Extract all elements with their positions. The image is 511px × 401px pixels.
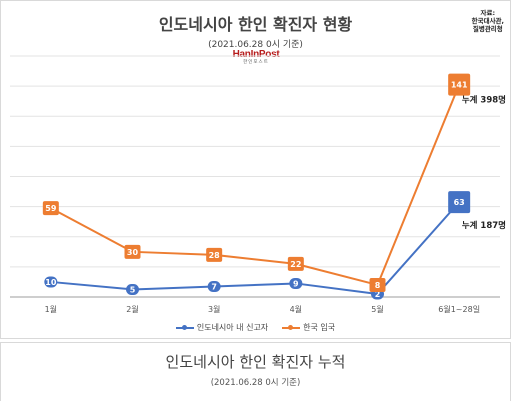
legend-item-korea-entry[interactable]: 한국 입국 — [282, 322, 335, 333]
x-axis-ticks: 1월 2월 3월 4월 5월 6월1~28일 — [45, 304, 480, 314]
x-tick-label: 5월 — [371, 304, 383, 314]
data-point-reported — [44, 276, 58, 288]
data-label: 22 — [290, 260, 301, 269]
logo-wordmark: HanInPost — [225, 49, 287, 60]
data-label: 9 — [293, 279, 299, 288]
data-point-korea-entry — [448, 73, 471, 96]
data-label: 141 — [451, 81, 468, 90]
legend-swatch-orange — [282, 324, 301, 330]
data-label: 10 — [45, 278, 57, 287]
series-lines — [50, 84, 461, 295]
legend-label-reported: 인도네시아 내 신고자 — [196, 323, 269, 332]
x-tick-label: 4월 — [290, 304, 302, 314]
legend-label-korea-entry: 한국 입국 — [303, 323, 336, 332]
haninpost-logo: HanInPost 한인포스트 — [225, 49, 287, 65]
x-tick-label: 1월 — [45, 304, 57, 314]
x-tick-label: 3월 — [208, 304, 220, 314]
data-point-reported — [448, 191, 471, 214]
source-kdca: 질병관리청 — [472, 25, 503, 33]
chart-legend: 인도네시아 내 신고자 한국 입국 — [0, 322, 511, 333]
data-point-reported — [207, 280, 221, 292]
data-label: 5 — [130, 285, 136, 294]
grid-lines — [10, 55, 500, 298]
series-points: 10 5 7 9 2 63 59 30 28 22 8 141 — [42, 73, 471, 300]
data-label: 7 — [211, 282, 217, 291]
logo-hanin: HanIn — [232, 49, 260, 60]
data-point-korea-entry — [206, 247, 223, 262]
cumulative-title: 인도네시아 한인 확진자 누적 — [165, 353, 346, 371]
x-tick-label: 2월 — [126, 304, 138, 314]
source-note: 자료: 한국대사관, 질병관리청 — [472, 9, 504, 33]
legend-swatch-blue — [175, 324, 194, 330]
data-label: 2 — [375, 290, 381, 299]
logo-tagline: 한인포스트 — [243, 60, 269, 65]
x-tick-label: 6월1~28일 — [438, 304, 480, 314]
cumulative-panel: 인도네시아 한인 확진자 누적 (2021.06.28 0시 기준) — [0, 342, 511, 401]
chart-subtitle: (2021.06.28 0시 기준) — [208, 40, 303, 50]
source-embassy: 한국대사관, — [471, 17, 504, 25]
line-chart: 10 5 7 9 2 63 59 30 28 22 8 141 1월 2월 3월 4월 5월 6월1~28일 누… — [10, 55, 506, 314]
data-point-korea-entry — [42, 201, 59, 216]
data-label: 59 — [45, 204, 57, 213]
data-point-korea-entry — [287, 256, 304, 271]
data-label: 30 — [127, 248, 139, 257]
data-label: 28 — [209, 251, 221, 260]
data-point-korea-entry — [369, 277, 386, 292]
total-labels: 누계 187명 누계 398명 — [462, 95, 506, 231]
cumulative-subtitle: (2021.06.28 0시 기준) — [210, 378, 301, 388]
data-label: 8 — [375, 281, 381, 290]
total-label-korea-entry: 누계 398명 — [462, 95, 506, 106]
data-label: 63 — [454, 198, 465, 207]
data-point-korea-entry — [124, 244, 141, 259]
logo-post: Post — [258, 49, 280, 60]
total-label-reported: 누계 187명 — [462, 220, 506, 231]
series-line-reported — [50, 201, 460, 295]
data-point-reported — [289, 277, 303, 289]
data-point-reported — [126, 283, 139, 295]
series-line-korea-entry — [50, 84, 461, 286]
chart-title: 인도네시아 한인 확진자 현황 — [158, 15, 353, 34]
source-label: 자료: — [480, 9, 496, 17]
legend-item-reported[interactable]: 인도네시아 내 신고자 — [175, 322, 269, 333]
